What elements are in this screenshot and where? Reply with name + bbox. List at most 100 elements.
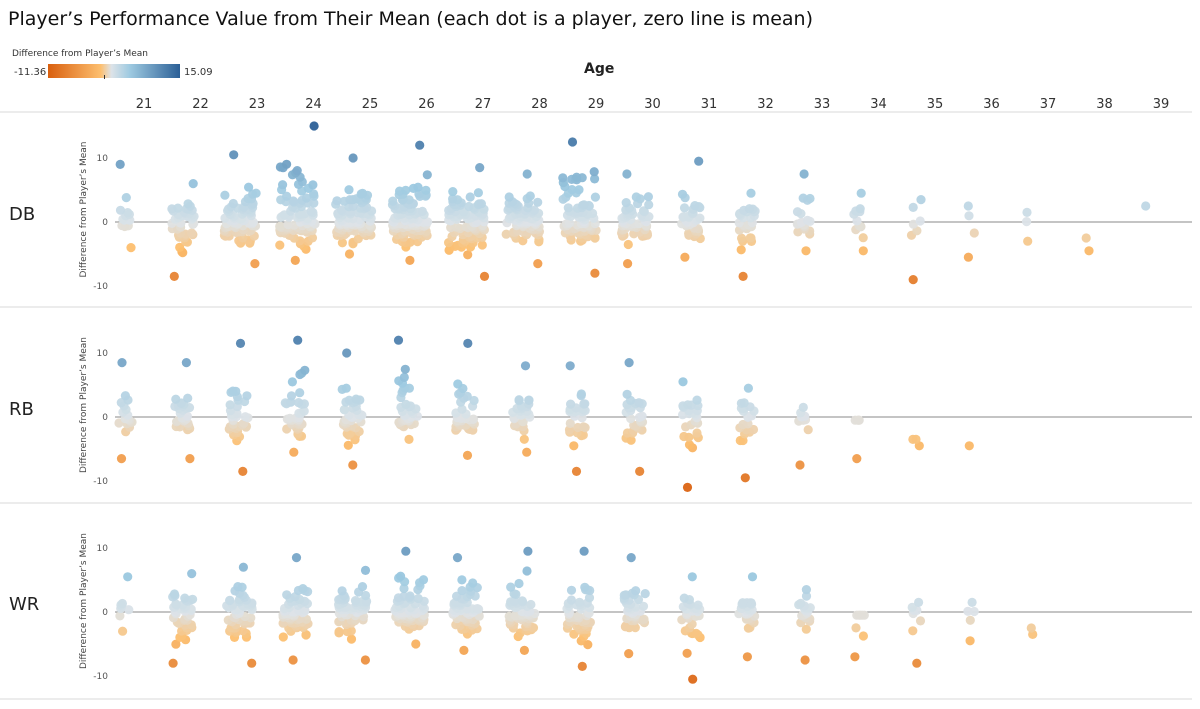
data-point <box>225 595 235 605</box>
data-point <box>342 348 352 358</box>
data-point <box>238 562 248 572</box>
data-point <box>116 454 127 464</box>
data-point <box>244 182 254 192</box>
data-point <box>278 180 288 190</box>
data-point <box>801 246 811 256</box>
data-point <box>188 179 198 189</box>
x-tick-label-31: 31 <box>701 97 718 112</box>
data-point <box>579 200 589 210</box>
data-point <box>802 215 813 225</box>
data-point <box>344 249 355 259</box>
x-axis-title: Age <box>584 61 615 77</box>
data-point <box>293 335 303 345</box>
data-point <box>566 585 577 595</box>
data-point <box>579 546 589 556</box>
data-point <box>275 240 285 250</box>
data-point <box>238 466 248 476</box>
data-point <box>856 188 866 198</box>
data-point <box>348 460 358 470</box>
y-tick-label-WR-10: 10 <box>97 544 109 554</box>
data-point <box>171 394 181 404</box>
data-point <box>301 630 311 640</box>
data-point <box>640 589 650 599</box>
data-point <box>695 213 705 223</box>
data-point <box>115 611 125 621</box>
data-point <box>476 199 486 209</box>
data-point <box>339 405 349 415</box>
data-point <box>283 220 293 230</box>
data-point <box>228 198 238 209</box>
data-point <box>908 275 918 285</box>
data-point <box>187 228 197 238</box>
data-point <box>400 364 410 374</box>
data-point <box>187 569 197 579</box>
data-point <box>300 365 310 375</box>
data-point <box>357 188 368 198</box>
data-point <box>747 572 758 582</box>
data-point <box>635 466 645 476</box>
data-point <box>567 185 577 195</box>
data-point <box>115 159 125 169</box>
data-point <box>346 626 356 636</box>
data-point <box>462 391 472 401</box>
y-tick-label-WR-0: 0 <box>102 608 108 618</box>
data-point <box>850 652 860 662</box>
y-tick-label-DB-0: 0 <box>102 218 108 228</box>
x-tick-label-34: 34 <box>870 97 887 112</box>
data-point <box>969 228 979 238</box>
data-point <box>744 204 755 214</box>
data-point <box>1026 623 1036 633</box>
data-point <box>621 621 631 631</box>
data-point <box>171 599 181 609</box>
data-point <box>799 169 809 179</box>
data-point <box>526 599 536 610</box>
data-point <box>301 193 312 203</box>
data-point <box>353 234 363 244</box>
data-point <box>123 572 133 582</box>
data-point <box>251 188 261 198</box>
data-point <box>343 440 353 450</box>
data-point <box>1022 207 1032 217</box>
data-point <box>574 185 584 195</box>
data-point <box>533 259 543 269</box>
data-point <box>233 582 243 592</box>
data-point <box>626 553 636 563</box>
data-point <box>858 233 868 243</box>
row-label-RB: RB <box>9 399 34 420</box>
data-point <box>295 388 305 398</box>
data-point <box>361 590 371 601</box>
data-point <box>623 259 633 269</box>
data-point <box>479 271 490 281</box>
data-point <box>348 153 358 163</box>
data-point <box>401 546 411 556</box>
data-point <box>687 572 697 582</box>
data-point <box>801 624 811 634</box>
data-point <box>1023 236 1033 246</box>
data-point <box>415 140 425 150</box>
data-point <box>405 255 415 265</box>
data-point <box>584 593 595 603</box>
data-point <box>853 415 863 425</box>
data-point <box>736 245 746 255</box>
data-point <box>566 595 577 605</box>
data-point <box>401 399 411 409</box>
data-point <box>308 180 318 190</box>
x-tick-label-24: 24 <box>305 97 322 112</box>
data-point <box>967 597 977 608</box>
data-point <box>405 237 415 247</box>
data-point <box>580 582 590 592</box>
data-point <box>1084 246 1094 256</box>
data-point <box>801 591 812 601</box>
data-point <box>965 636 975 646</box>
data-point <box>120 391 130 401</box>
data-point <box>624 649 634 659</box>
data-point <box>332 196 342 206</box>
data-point <box>915 616 926 626</box>
data-point <box>577 661 587 672</box>
data-point <box>964 441 974 451</box>
data-point <box>638 601 649 611</box>
data-point <box>691 628 701 638</box>
data-point <box>421 185 431 195</box>
data-point <box>578 422 589 432</box>
data-point <box>852 454 862 464</box>
